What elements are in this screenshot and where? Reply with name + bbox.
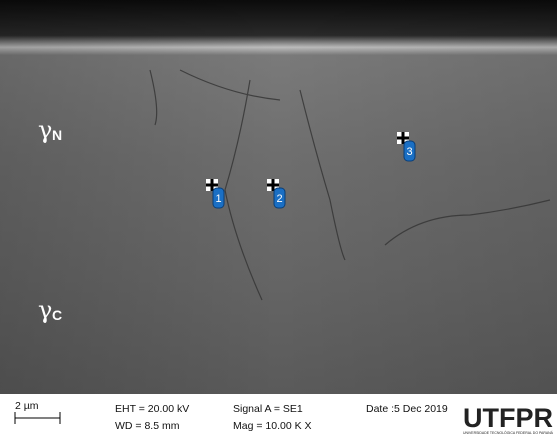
crosshair [267, 184, 279, 187]
signal: Signal A = SE1 [233, 403, 303, 415]
phase-symbol: γ [38, 116, 52, 144]
marker-label: 3 [406, 146, 412, 158]
phase-symbol: γ [38, 296, 52, 324]
logo-caption: UNIVERSIDADE TECNOLÓGICA FEDERAL DO PARA… [463, 430, 554, 435]
wd: WD = 8.5 mm [115, 420, 180, 432]
mag: Mag = 10.00 K X [233, 420, 312, 432]
phase-subscript: N [52, 127, 62, 143]
marker-label: 2 [276, 193, 282, 205]
eht: EHT = 20.00 kV [115, 403, 189, 415]
scale-label: 2 µm [15, 400, 39, 412]
marker-label: 1 [215, 193, 221, 205]
phase-subscript: C [52, 307, 62, 323]
date: Date :5 Dec 2019 [366, 403, 448, 415]
sem-image: γ N γ C 1 2 3 2 µm EHT = 20.00 kV WD = 8.5… [0, 0, 557, 438]
logo: UTFPR [463, 403, 553, 433]
crosshair [397, 137, 409, 140]
crosshair [206, 184, 218, 187]
